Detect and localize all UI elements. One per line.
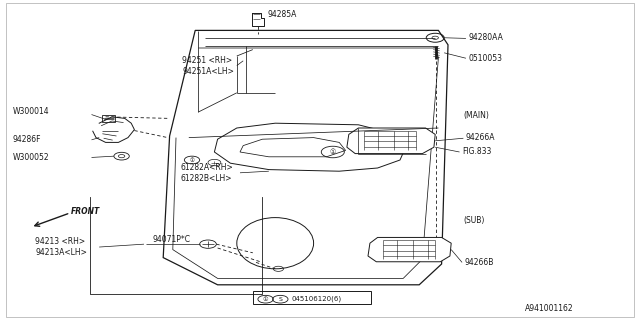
Text: ①: ① (189, 157, 195, 163)
Bar (102, 115, 115, 122)
Text: 94251 <RH>: 94251 <RH> (182, 56, 232, 65)
Text: 94285A: 94285A (268, 10, 297, 19)
Polygon shape (347, 128, 435, 154)
Text: FRONT: FRONT (70, 207, 100, 216)
Text: W300014: W300014 (13, 108, 49, 116)
Text: (SUB): (SUB) (463, 216, 484, 225)
Text: 94251A<LH>: 94251A<LH> (182, 67, 234, 76)
Text: 94286F: 94286F (13, 135, 42, 144)
Text: 94213 <RH>: 94213 <RH> (35, 237, 85, 246)
Text: 94266A: 94266A (466, 133, 495, 142)
Text: ①: ① (263, 297, 268, 302)
Text: 0510053: 0510053 (468, 54, 502, 63)
Text: 94071P*C: 94071P*C (152, 235, 190, 244)
Bar (253, 291, 371, 304)
Text: (MAIN): (MAIN) (463, 111, 489, 120)
Text: 94280AA: 94280AA (468, 33, 503, 42)
Text: A941001162: A941001162 (525, 304, 573, 313)
Text: W300052: W300052 (13, 153, 49, 162)
Text: 045106120(6): 045106120(6) (291, 296, 341, 302)
Text: FIG.833: FIG.833 (462, 148, 492, 156)
Text: 94266B: 94266B (465, 258, 494, 267)
Text: 94213A<LH>: 94213A<LH> (35, 248, 87, 257)
Polygon shape (368, 237, 451, 262)
Text: 61282B<LH>: 61282B<LH> (180, 174, 232, 183)
Text: ①: ① (329, 149, 335, 155)
Text: S: S (278, 297, 282, 302)
Text: 61282A<RH>: 61282A<RH> (180, 164, 233, 172)
